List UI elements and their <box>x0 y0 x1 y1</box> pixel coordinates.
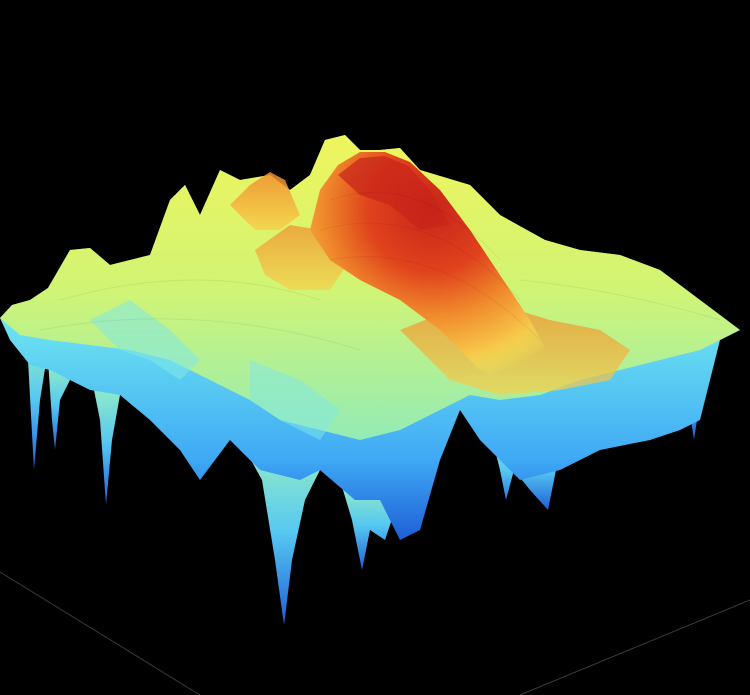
surface-cyan-valley-center <box>250 360 340 440</box>
floor-grid <box>0 571 750 695</box>
facet-line-2 <box>319 222 521 301</box>
facet-line-1 <box>329 192 501 261</box>
surface-peak <box>310 152 555 385</box>
facet-line-5 <box>39 318 361 351</box>
surface-facets <box>39 192 721 351</box>
trough-spike-center <box>240 440 320 625</box>
trough-spike-left-2 <box>92 380 120 505</box>
floor-grid-line-right <box>519 599 750 695</box>
facet-line-6 <box>519 279 721 321</box>
facet-line-3 <box>329 256 541 341</box>
peak-crest <box>338 156 450 230</box>
surface-cyan-valley-left <box>90 300 200 380</box>
floor-grid-line-left <box>0 571 201 695</box>
trough-spike-left <box>48 360 70 450</box>
ridge-left-orange <box>230 172 300 230</box>
facet-line-4 <box>59 279 321 301</box>
peak-mound <box>310 152 555 385</box>
